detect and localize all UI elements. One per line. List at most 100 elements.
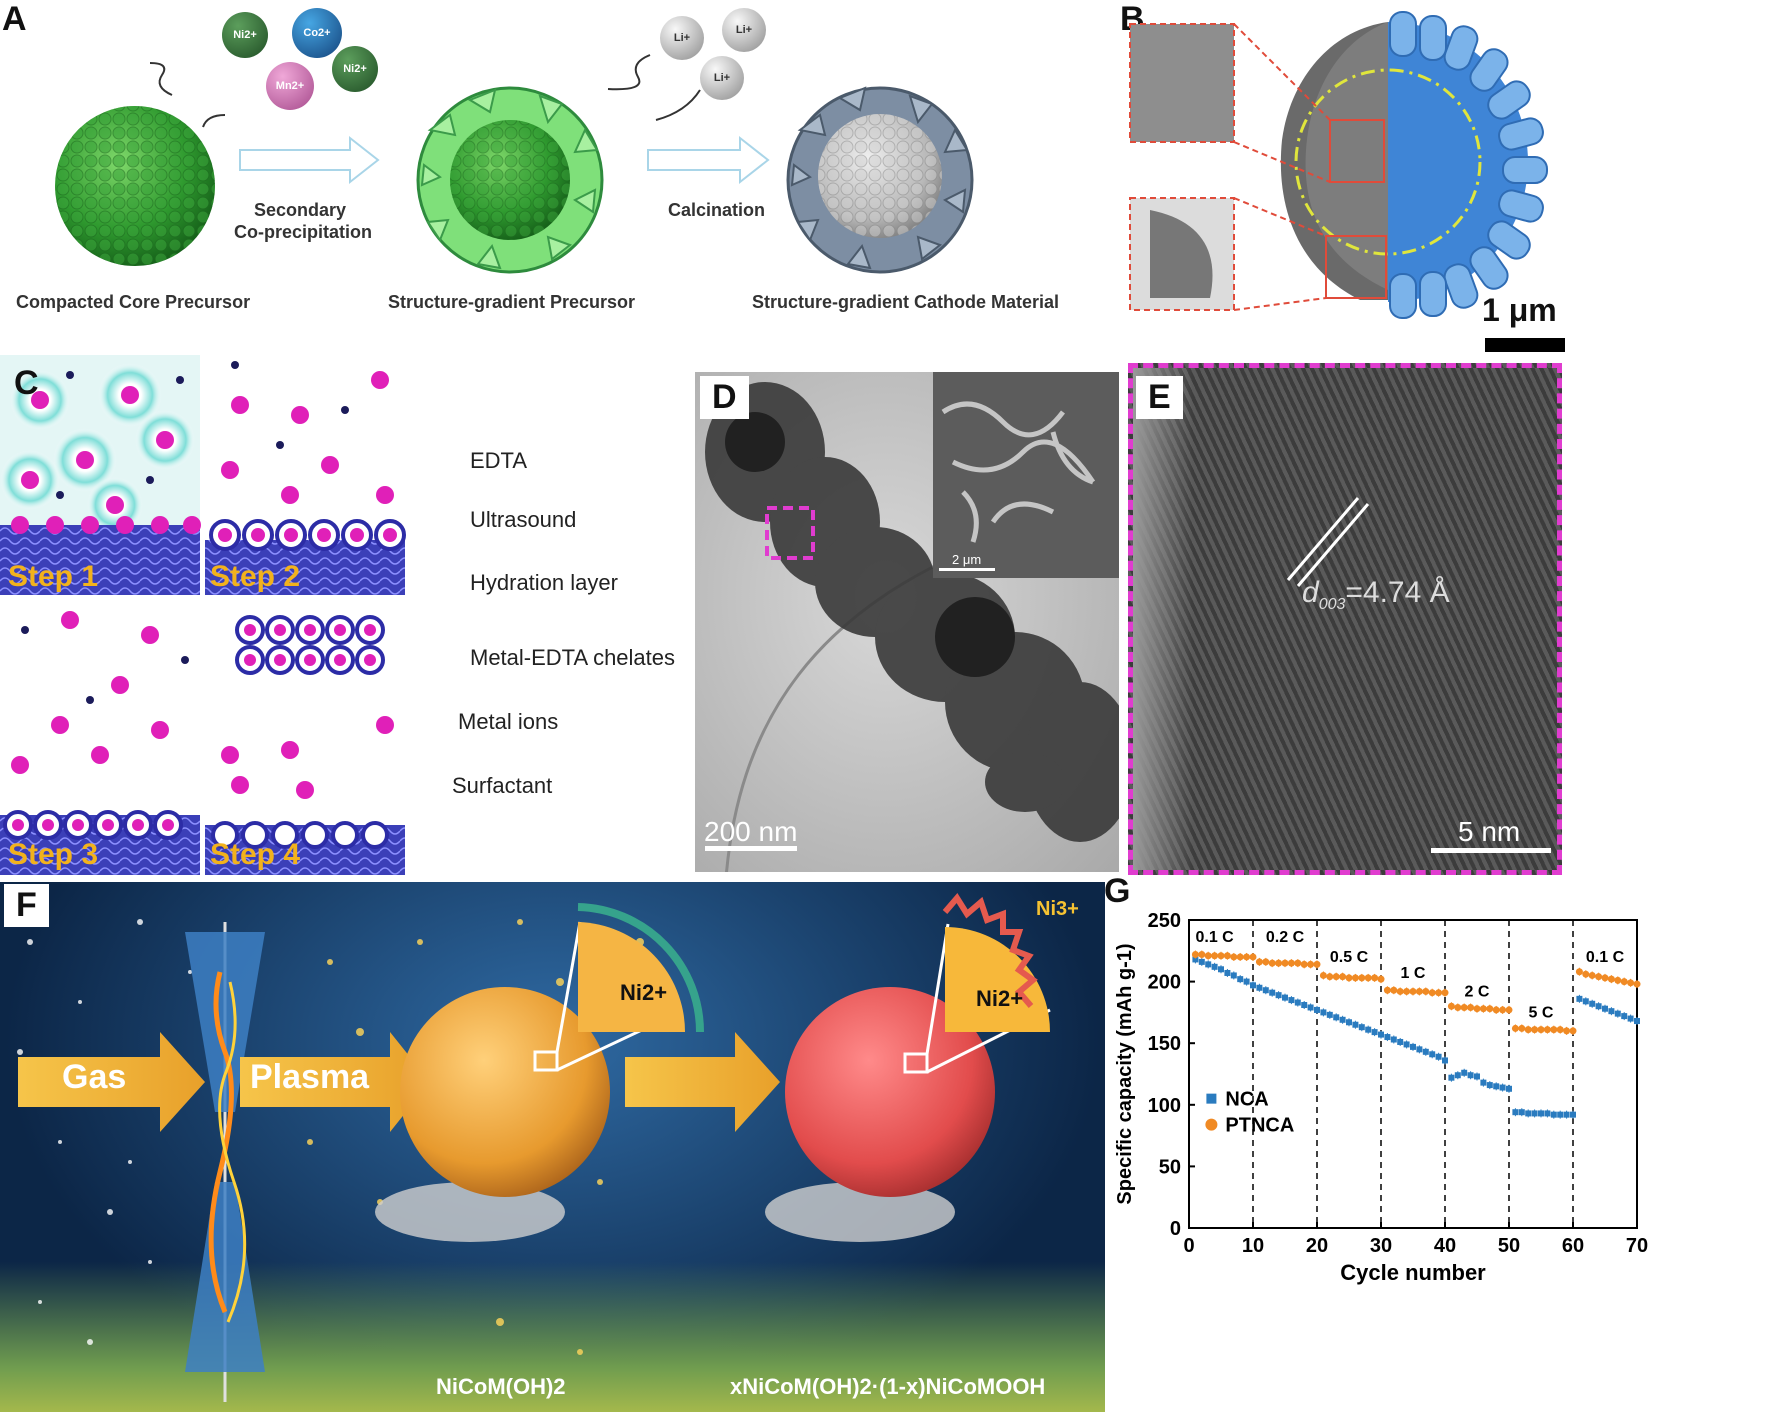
panel-label-d: D xyxy=(700,376,749,419)
point-ptnca xyxy=(1313,960,1321,968)
point-nca xyxy=(1442,1057,1448,1064)
step1-panel xyxy=(0,355,201,595)
ion-co: Co2+ xyxy=(292,8,342,58)
legend-chelate-label: Metal-EDTA chelates xyxy=(470,645,676,670)
point-ptnca xyxy=(1319,971,1327,979)
point-nca xyxy=(1570,1111,1576,1118)
point-ptnca xyxy=(1217,952,1225,960)
point-ptnca xyxy=(1262,958,1270,966)
point-ptnca xyxy=(1441,989,1449,997)
point-nca xyxy=(1608,1008,1615,1015)
point-nca xyxy=(1352,1021,1359,1028)
point-ptnca xyxy=(1243,953,1251,961)
point-ptnca xyxy=(1326,973,1334,981)
point-ptnca xyxy=(1191,950,1199,958)
x-tick-label: 70 xyxy=(1626,1235,1648,1257)
point-ptnca xyxy=(1409,987,1417,995)
legend-edta-label: EDTA xyxy=(470,448,528,473)
point-nca xyxy=(1198,958,1205,965)
rate-label: 0.2 C xyxy=(1266,929,1305,946)
point-nca xyxy=(1602,1005,1608,1012)
x-tick-label: 0 xyxy=(1183,1235,1194,1257)
point-ptnca xyxy=(1435,989,1443,997)
point-ptnca xyxy=(1294,959,1302,967)
panel-d-inset-scale-label: 2 μm xyxy=(952,552,982,567)
step-label-1: Step 1 xyxy=(8,560,99,593)
panel-b-scale-bar xyxy=(1485,338,1565,352)
point-ptnca xyxy=(1377,975,1385,983)
point-ptnca xyxy=(1550,1026,1558,1034)
product2-label: xNiCoM(OH)2·(1-x)NiCoMOOH xyxy=(730,1374,1046,1399)
point-nca xyxy=(1480,1079,1487,1086)
step-label-2: Step 2 xyxy=(210,560,301,593)
point-ptnca xyxy=(1415,987,1423,995)
point-nca xyxy=(1314,1006,1320,1013)
ion-li-1: Li+ xyxy=(660,16,704,60)
point-nca xyxy=(1288,997,1295,1004)
point-ptnca xyxy=(1620,978,1628,986)
point-ptnca xyxy=(1307,960,1315,968)
product1-label: NiCoM(OH)2 xyxy=(436,1374,566,1399)
point-ptnca xyxy=(1345,974,1353,982)
step3-panel xyxy=(0,605,200,875)
point-ptnca xyxy=(1543,1026,1551,1034)
x-tick-label: 60 xyxy=(1562,1235,1584,1257)
nicomooh-sphere xyxy=(785,987,995,1197)
point-ptnca xyxy=(1531,1026,1539,1034)
point-nca xyxy=(1218,966,1224,973)
rate-label: 0.1 C xyxy=(1195,929,1234,946)
point-nca xyxy=(1634,1018,1640,1025)
y-tick-label: 100 xyxy=(1148,1095,1181,1117)
point-nca xyxy=(1237,976,1244,983)
point-ptnca xyxy=(1595,973,1603,981)
point-nca xyxy=(1544,1110,1551,1117)
point-nca xyxy=(1531,1110,1538,1117)
point-nca xyxy=(1525,1110,1532,1117)
point-nca xyxy=(1211,963,1218,970)
point-ptnca xyxy=(1428,989,1436,997)
panel-e-hrtem-image xyxy=(1128,363,1562,875)
point-ptnca xyxy=(1492,1006,1500,1014)
ion-mn: Mn2+ xyxy=(266,62,314,110)
point-ptnca xyxy=(1563,1027,1571,1035)
point-nca xyxy=(1410,1043,1416,1050)
point-ptnca xyxy=(1383,986,1391,994)
point-nca xyxy=(1294,999,1301,1006)
conversion-arrow xyxy=(625,1032,780,1132)
rate-label: 5 C xyxy=(1529,1004,1554,1021)
point-nca xyxy=(1614,1010,1621,1017)
rate-label: 0.5 C xyxy=(1330,949,1369,966)
x-tick-label: 20 xyxy=(1306,1235,1328,1257)
point-ptnca xyxy=(1627,979,1635,987)
point-ptnca xyxy=(1486,1005,1494,1013)
point-nca xyxy=(1576,995,1583,1002)
panel-e-d-spacing: d003=4.74 Å xyxy=(1302,576,1450,614)
plasma-arrow xyxy=(240,1032,430,1132)
rate-capability-chart: 0 10 20 30 40 50 60 70 0 50 100 150 200 250 Cycle numb… xyxy=(1114,910,1648,1285)
panel-d-scale-label: 200 nm xyxy=(704,816,798,847)
point-ptnca xyxy=(1281,959,1289,967)
point-nca xyxy=(1429,1051,1436,1058)
caption-gradient-precursor: Structure-gradient Precursor xyxy=(388,292,636,312)
panel-b-particle xyxy=(1129,11,1565,340)
process-arrow-1 xyxy=(239,135,380,185)
ion-li-2: Li+ xyxy=(722,8,766,52)
x-tick-label: 30 xyxy=(1370,1235,1392,1257)
point-nca xyxy=(1224,969,1231,976)
point-nca xyxy=(1326,1011,1333,1018)
point-ptnca xyxy=(1505,1006,1513,1014)
point-nca xyxy=(1499,1084,1506,1091)
point-nca xyxy=(1454,1072,1461,1079)
point-nca xyxy=(1448,1074,1455,1081)
plasma-label: Plasma xyxy=(250,1058,370,1096)
arrow2-label: Calcination xyxy=(668,200,766,220)
point-ptnca xyxy=(1537,1026,1545,1034)
point-nca xyxy=(1301,1002,1308,1009)
point-ptnca xyxy=(1275,959,1283,967)
point-ptnca xyxy=(1601,974,1609,982)
point-nca xyxy=(1333,1014,1340,1021)
panel-label-c: C xyxy=(14,364,39,402)
x-tick-label: 40 xyxy=(1434,1235,1456,1257)
y-tick-label: 50 xyxy=(1159,1156,1181,1178)
point-nca xyxy=(1307,1004,1314,1011)
